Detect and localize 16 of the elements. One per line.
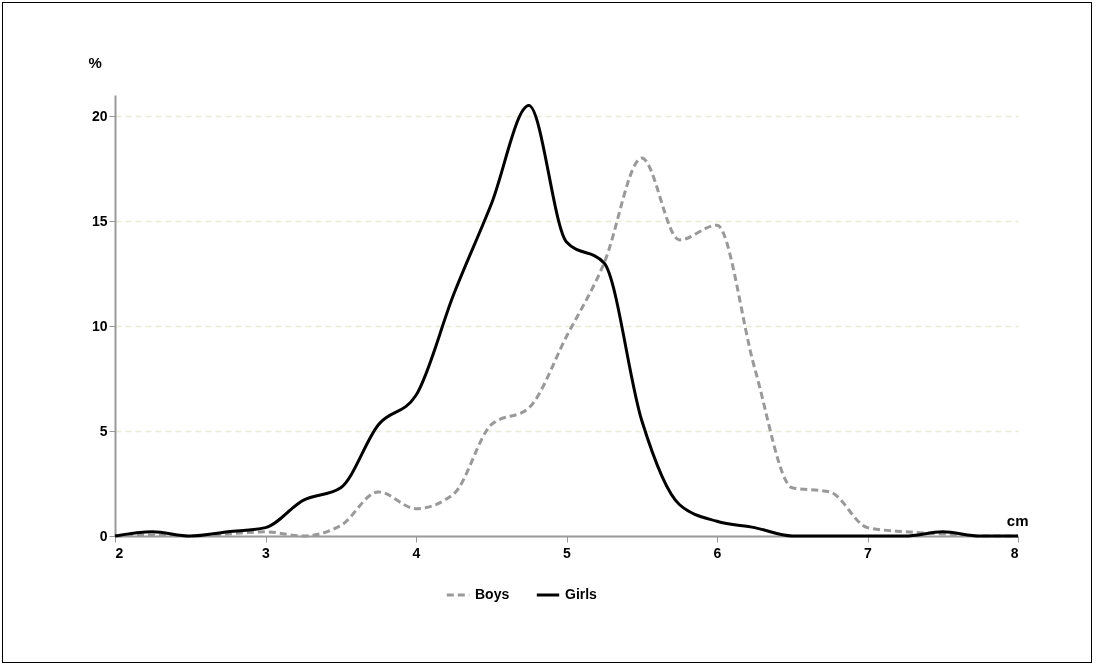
x-tick-label: 4 bbox=[412, 544, 421, 561]
y-tick-label: 0 bbox=[99, 527, 108, 544]
y-tick-label: 20 bbox=[91, 107, 108, 124]
x-tick-label: 5 bbox=[563, 544, 572, 561]
legend-label: Boys bbox=[475, 586, 510, 602]
x-tick-label: 8 bbox=[1010, 544, 1019, 561]
y-axis-title: % bbox=[88, 53, 102, 71]
y-tick-label: 15 bbox=[91, 212, 108, 229]
x-tick-label: 3 bbox=[262, 544, 271, 561]
y-tick-label: 5 bbox=[99, 422, 108, 439]
y-tick-label: 10 bbox=[91, 317, 108, 334]
x-axis-title: cm bbox=[1006, 511, 1029, 529]
x-tick-label: 7 bbox=[864, 544, 873, 561]
x-tick-label: 2 bbox=[115, 544, 124, 561]
legend-label: Girls bbox=[565, 586, 598, 602]
x-tick-label: 6 bbox=[713, 544, 722, 561]
